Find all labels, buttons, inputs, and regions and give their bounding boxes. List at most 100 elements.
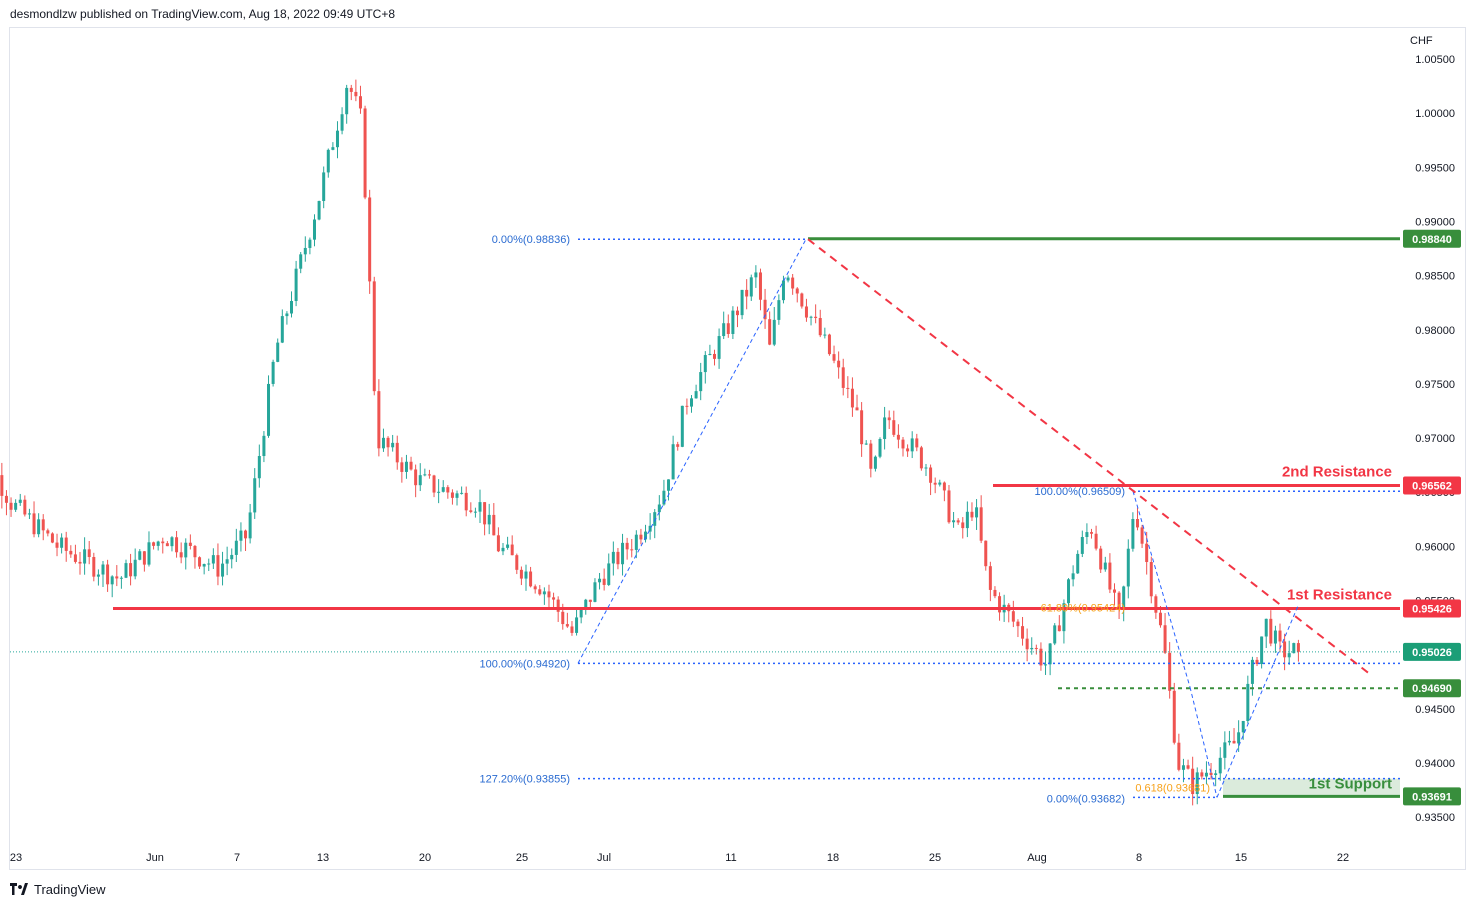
candle-body [690,398,694,407]
candle-body [4,495,8,503]
candle-body [1149,562,1153,597]
time-tick-label: 23 [10,852,22,864]
candle-body [588,599,592,602]
candle-body [225,559,229,564]
candle-body [372,281,376,392]
candle-body [1099,548,1103,570]
candle-body [101,564,105,575]
price-tick-label: 0.99500 [1415,162,1455,174]
candle-body [432,475,436,493]
candle-body [786,277,790,281]
candle-body [1053,625,1057,644]
candle-body [496,535,500,552]
candle-body [1016,621,1020,627]
candle-body [749,277,753,297]
candle-body [464,492,468,511]
time-axis[interactable]: 23 Jun 7 13 20 25 Jul 11 18 25 Aug 8 15 22 [10,852,1349,864]
candle-body [703,355,707,373]
candle-body [524,571,528,579]
candle-body [234,540,238,555]
candle-body [529,571,533,587]
time-tick-label: 20 [419,852,431,864]
candle-body [248,512,252,539]
candle-body [667,479,671,491]
candle-body [809,316,813,318]
candle-body [1260,636,1264,665]
fib-leg [577,238,807,664]
descending-trendline [807,238,1371,675]
candle-body [924,467,928,469]
time-tick-label: Jul [597,852,611,864]
candle-body [630,549,634,551]
candle-body [170,537,174,547]
candle-body [1158,612,1162,626]
chart-pane[interactable] [9,27,1466,870]
candle-body [726,323,730,334]
candle-body [1122,586,1126,610]
candle-body [349,87,353,92]
price-tick-label: 0.97500 [1415,379,1455,391]
candle-body [161,541,165,544]
candle-body [492,514,496,536]
candle-body [804,306,808,318]
candle-body [87,549,91,558]
price-axis[interactable]: CHF 1.00500 1.00000 0.99500 0.99000 0.98500 0.… [1410,35,1455,824]
candle-body [1232,740,1236,744]
candle-body [92,557,96,577]
candle-body [211,555,215,564]
candle-body [267,383,271,436]
candle-body [699,372,703,392]
candle-body [487,514,491,525]
candle-body [1039,648,1043,666]
candle-body [768,319,772,345]
fib-leg [1132,491,1191,688]
candle-body [473,511,477,513]
candle-body [533,586,537,590]
candle-body [60,537,64,548]
candle-body [998,596,1002,613]
candle-body [207,563,211,565]
candle-body [1094,533,1098,549]
time-tick-label: 11 [725,852,736,864]
candle-body [69,550,73,555]
candle-body [129,563,133,577]
candle-body [377,391,381,449]
candle-body [1021,626,1025,639]
price-tick-label: 0.94000 [1415,758,1455,770]
fib-label: 0.00%(0.93682) [1047,793,1125,805]
candle-body [1117,592,1121,610]
candle-body [386,437,390,448]
candle-body [712,353,716,359]
candle-body [740,289,744,316]
candle-body [216,555,220,577]
candle-body [427,474,431,476]
candle-body [50,533,54,543]
candle-body [970,511,974,518]
price-tick-label: 0.96000 [1415,541,1455,553]
candle-body [138,551,142,560]
candle-body [1191,768,1195,795]
candle-body [538,589,542,595]
time-tick-label: 22 [1337,852,1349,864]
candle-body [1237,732,1241,744]
candle-body [409,461,413,470]
candle-body [607,563,611,585]
candle-body [708,353,712,356]
candle-body [179,552,183,558]
candle-body [1204,772,1208,777]
candle-body [832,354,836,361]
candle-body [271,361,275,384]
candle-body [253,478,257,513]
candle-body [984,540,988,567]
candle-body [345,87,349,115]
candle-body [423,474,427,476]
candle-body [501,547,505,552]
candle-body [1269,618,1273,644]
price-label-badge [1403,599,1461,618]
candle-body [906,448,910,452]
candle-body [106,564,110,585]
candle-body [303,247,307,255]
candle-body [1090,532,1094,534]
price-label-badge [1403,642,1461,661]
